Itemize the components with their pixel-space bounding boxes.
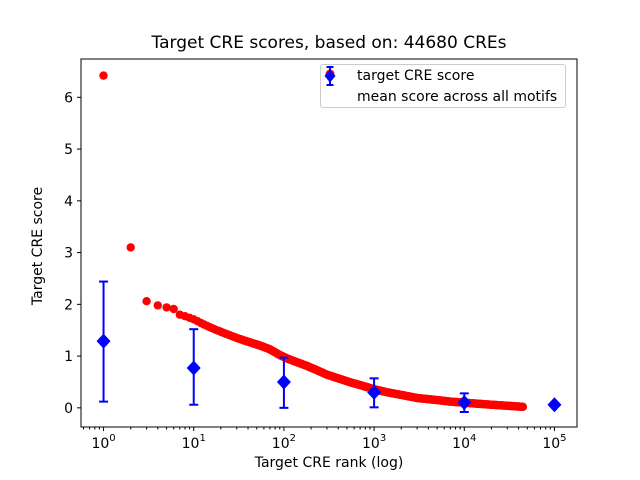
svg-text:101: 101 [182, 433, 206, 452]
svg-text:2: 2 [64, 297, 73, 313]
y-axis-tick-labels: 0 1 2 3 4 5 6 [64, 90, 73, 417]
legend-row-target-score: target CRE score [321, 65, 565, 86]
svg-text:1: 1 [64, 349, 73, 365]
red-scatter-point [126, 243, 135, 252]
legend-label: mean score across all motifs [357, 88, 558, 105]
blue-diamond-point [457, 395, 472, 411]
legend: target CRE score mean score across all m… [320, 64, 566, 108]
red-scatter-point [99, 71, 108, 80]
svg-text:103: 103 [362, 433, 386, 452]
blue-diamond-point [276, 374, 291, 390]
red-scatter-point [518, 402, 528, 411]
red-scatter-point [142, 297, 151, 306]
x-axis-ticks [83, 427, 555, 431]
x-axis-tick-labels: 100 101 102 103 104 105 [91, 433, 566, 452]
svg-text:105: 105 [542, 433, 566, 452]
svg-text:104: 104 [452, 433, 476, 452]
svg-text:3: 3 [64, 246, 73, 262]
svg-text:4: 4 [64, 194, 73, 210]
red-scatter-point [162, 303, 171, 312]
y-axis-label: Target CRE score [30, 186, 46, 306]
svg-text:6: 6 [64, 90, 73, 106]
legend-label: target CRE score [357, 67, 475, 84]
blue-diamond-point [367, 384, 382, 400]
svg-text:102: 102 [272, 433, 296, 452]
y-axis-ticks [77, 96, 81, 409]
red-scatter-point [169, 304, 178, 314]
blue-diamond-point [96, 333, 111, 349]
legend-row-mean-score: mean score across all motifs [321, 66, 565, 107]
svg-text:100: 100 [91, 433, 115, 452]
plot-frame [80, 58, 578, 428]
red-scatter-series [99, 71, 528, 411]
x-axis-label: Target CRE rank (log) [254, 455, 404, 471]
blue-diamond-point [186, 360, 201, 376]
blue-errorbar-series [96, 280, 562, 413]
red-scatter-point [153, 301, 162, 310]
chart-title: Target CRE scores, based on: 44680 CREs [151, 33, 507, 53]
svg-text:0: 0 [64, 401, 73, 417]
svg-text:5: 5 [64, 142, 73, 158]
blue-diamond-point [547, 397, 562, 413]
